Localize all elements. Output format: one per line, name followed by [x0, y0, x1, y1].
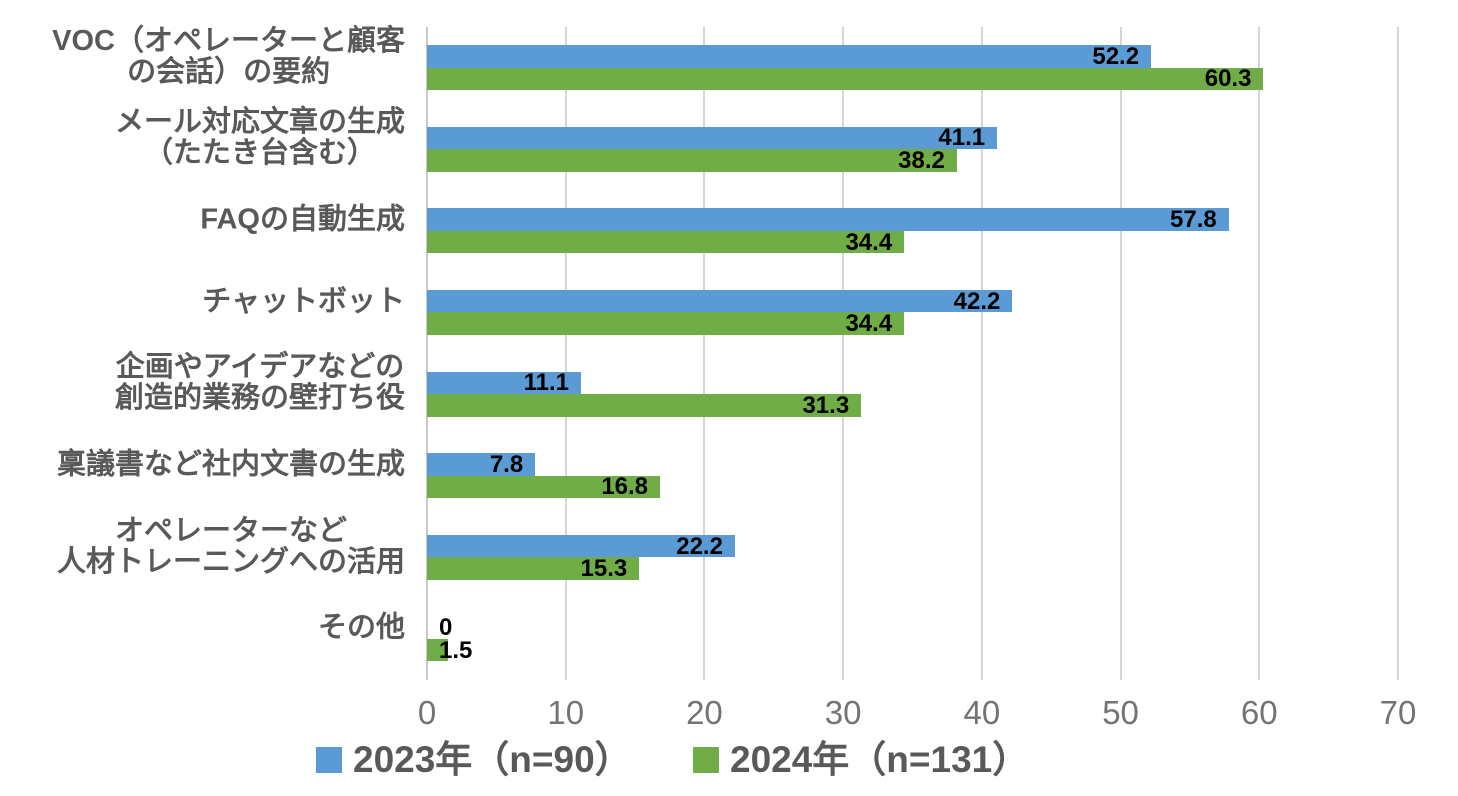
data-label: 0: [439, 614, 453, 642]
legend-item-2024: 2024年（n=131）: [693, 741, 1029, 779]
category-label-line: チャットボット: [202, 285, 405, 318]
legend-item-2023: 2023年（n=90）: [316, 741, 632, 779]
category-label-line: （たたき台含む）: [143, 137, 376, 170]
category-label: オペレーターなど 人材トレーニングへの活用: [56, 514, 405, 578]
bar-2024: [427, 312, 905, 335]
category-label: その他: [317, 611, 405, 644]
gridline: [980, 27, 983, 680]
category-label-line: 企画やアイデアなどの: [115, 351, 405, 384]
bar-2023: [427, 453, 536, 476]
data-label: 52.2: [1092, 42, 1140, 70]
data-label: 7.8: [489, 450, 524, 478]
x-tick-label: 0: [417, 694, 437, 731]
data-label: 1.5: [439, 636, 473, 664]
data-label: 31.3: [802, 391, 850, 419]
data-label: 11.1: [523, 369, 569, 397]
data-label: 15.3: [580, 555, 628, 582]
bar-2023: [427, 45, 1152, 68]
legend-label: 2023年（n=90）: [353, 739, 632, 780]
category-label: 企画やアイデアなどの 創造的業務の壁打ち役: [115, 352, 405, 414]
category-label: 稟議書など社内文書の生成: [57, 449, 405, 480]
category-label: メール対応文章の生成 （たたき台含む）: [115, 107, 405, 169]
gridline: [1397, 27, 1399, 680]
bar-2024: [427, 557, 640, 580]
gridline: [1258, 27, 1261, 680]
data-label: 57.8: [1170, 206, 1217, 233]
category-label-line: オペレーターなど: [114, 514, 347, 547]
data-label: 16.8: [601, 473, 649, 501]
category-label-line: 稟議書など社内文書の生成: [56, 448, 405, 481]
bar-2024: [427, 638, 448, 662]
bar-2023: [427, 289, 1013, 313]
category-label-line: その他: [317, 611, 405, 644]
bar-2024: [427, 67, 1264, 90]
bar-2023: [427, 534, 735, 558]
bar-2024: [427, 149, 957, 172]
category-label-line: の会話）の要約: [127, 55, 331, 88]
category-label: FAQの自動生成: [200, 203, 405, 236]
legend-swatch-icon: [316, 747, 342, 773]
gridline: [1119, 27, 1122, 680]
category-label-line: 創造的業務の壁打ち役: [114, 382, 405, 415]
bar-2023: [427, 126, 998, 150]
x-tick-label: 10: [547, 694, 585, 731]
gridline: [703, 27, 706, 680]
data-label: 41.1: [938, 124, 986, 152]
bar-2023: [427, 371, 581, 394]
data-label: 42.2: [953, 287, 1001, 315]
bar-2023: [427, 208, 1229, 231]
x-tick-label: 70: [1379, 694, 1417, 731]
gridline: [842, 27, 845, 680]
data-label: 60.3: [1204, 65, 1252, 93]
category-label-line: メール対応文章の生成: [114, 106, 405, 139]
x-tick-label: 60: [1240, 694, 1278, 731]
category-label: VOC（オペレーターと顧客 の会話）の要約: [52, 24, 405, 88]
x-tick-label: 40: [963, 694, 1001, 731]
data-label: 22.2: [676, 532, 723, 560]
legend-swatch-icon: [693, 747, 719, 773]
gridline: [564, 27, 567, 680]
x-tick-label: 50: [1102, 694, 1139, 731]
category-label-line: FAQの自動生成: [200, 203, 405, 236]
y-axis-line: [426, 27, 428, 680]
category-label-line: VOC（オペレーターと顧客: [52, 24, 405, 57]
legend-label: 2024年（n=131）: [730, 739, 1030, 780]
data-label: 34.4: [845, 310, 893, 338]
bar-2024: [427, 394, 862, 417]
x-tick-label: 30: [824, 694, 862, 731]
category-label: チャットボット: [202, 286, 405, 317]
bar-2024: [427, 475, 661, 499]
category-label-line: 人材トレーニングへの活用: [56, 545, 405, 578]
data-label: 34.4: [845, 228, 893, 256]
bar-2024: [427, 230, 905, 254]
data-label: 38.2: [898, 146, 945, 174]
x-tick-label: 20: [686, 694, 723, 731]
